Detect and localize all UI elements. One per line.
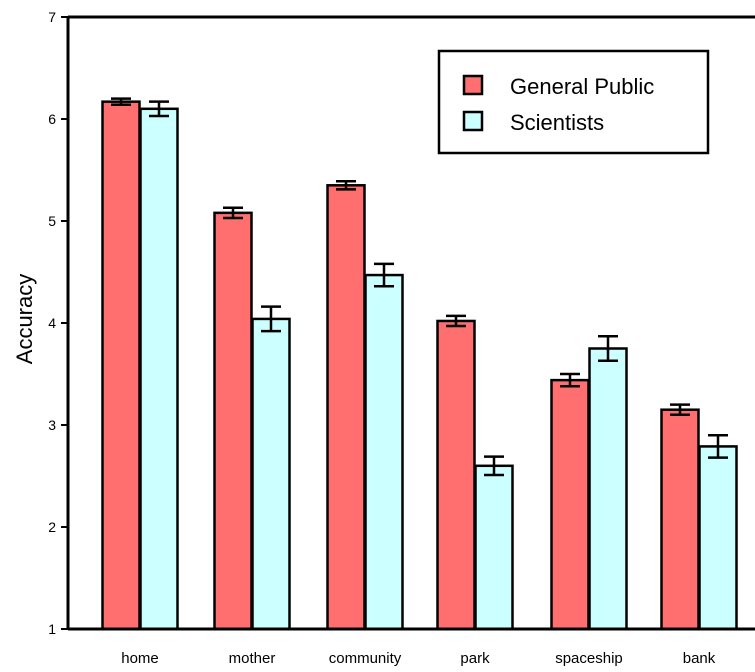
- error-bar-scientists-park: [484, 455, 504, 477]
- y-tick-label: 2: [48, 519, 56, 535]
- y-tick-label: 3: [48, 417, 56, 433]
- x-tick-label-bank: bank: [683, 650, 716, 667]
- bar-general-public-mother: [213, 211, 253, 631]
- legend-swatch-general-public: [462, 74, 484, 96]
- bar-general-public-park: [436, 319, 476, 631]
- y-tick-label: 7: [48, 9, 56, 25]
- error-bar-general-public-bank: [670, 403, 690, 417]
- error-bar-general-public-park: [446, 314, 466, 328]
- x-tick-label-park: park: [460, 650, 490, 667]
- bar-scientists-community: [364, 273, 404, 631]
- error-bar-scientists-bank: [708, 433, 728, 459]
- error-bar-general-public-mother: [223, 206, 243, 220]
- y-tick-label: 6: [48, 111, 56, 127]
- y-tick-label: 4: [48, 315, 56, 331]
- y-tick-label: 1: [48, 621, 56, 637]
- bar-general-public-home: [101, 100, 141, 631]
- bars-layer: [101, 97, 738, 631]
- bar-scientists-bank: [698, 445, 738, 631]
- error-bar-general-public-spaceship: [560, 372, 580, 388]
- bar-general-public-bank: [660, 408, 700, 631]
- axes-layer: 1 2 3 4 5 6 7 home mother community park spaceship b…: [48, 9, 755, 667]
- bar-scientists-home: [139, 107, 179, 631]
- x-tick-label-home: home: [121, 650, 159, 667]
- bar-scientists-mother: [251, 317, 291, 631]
- error-bar-scientists-spaceship: [598, 335, 618, 362]
- legend: General Public Scientists: [437, 49, 710, 155]
- legend-label-general-public: General Public: [510, 74, 654, 99]
- error-bar-scientists-home: [149, 100, 169, 118]
- error-bar-general-public-home: [111, 97, 131, 106]
- legend-label-scientists: Scientists: [510, 110, 604, 135]
- x-tick-label-mother: mother: [229, 650, 276, 667]
- error-bar-scientists-community: [374, 262, 394, 288]
- y-axis-title: Accuracy: [12, 274, 37, 364]
- x-tick-label-community: community: [329, 650, 402, 667]
- error-bar-general-public-community: [336, 179, 356, 191]
- bar-general-public-community: [326, 184, 366, 631]
- legend-swatch-scientists: [462, 110, 484, 132]
- bar-scientists-park: [474, 464, 514, 631]
- bar-scientists-spaceship: [588, 347, 628, 631]
- legend-box: [437, 49, 710, 155]
- bar-general-public-spaceship: [550, 378, 590, 631]
- y-tick-label: 5: [48, 213, 56, 229]
- x-tick-label-spaceship: spaceship: [555, 650, 623, 667]
- error-bar-scientists-mother: [261, 305, 281, 333]
